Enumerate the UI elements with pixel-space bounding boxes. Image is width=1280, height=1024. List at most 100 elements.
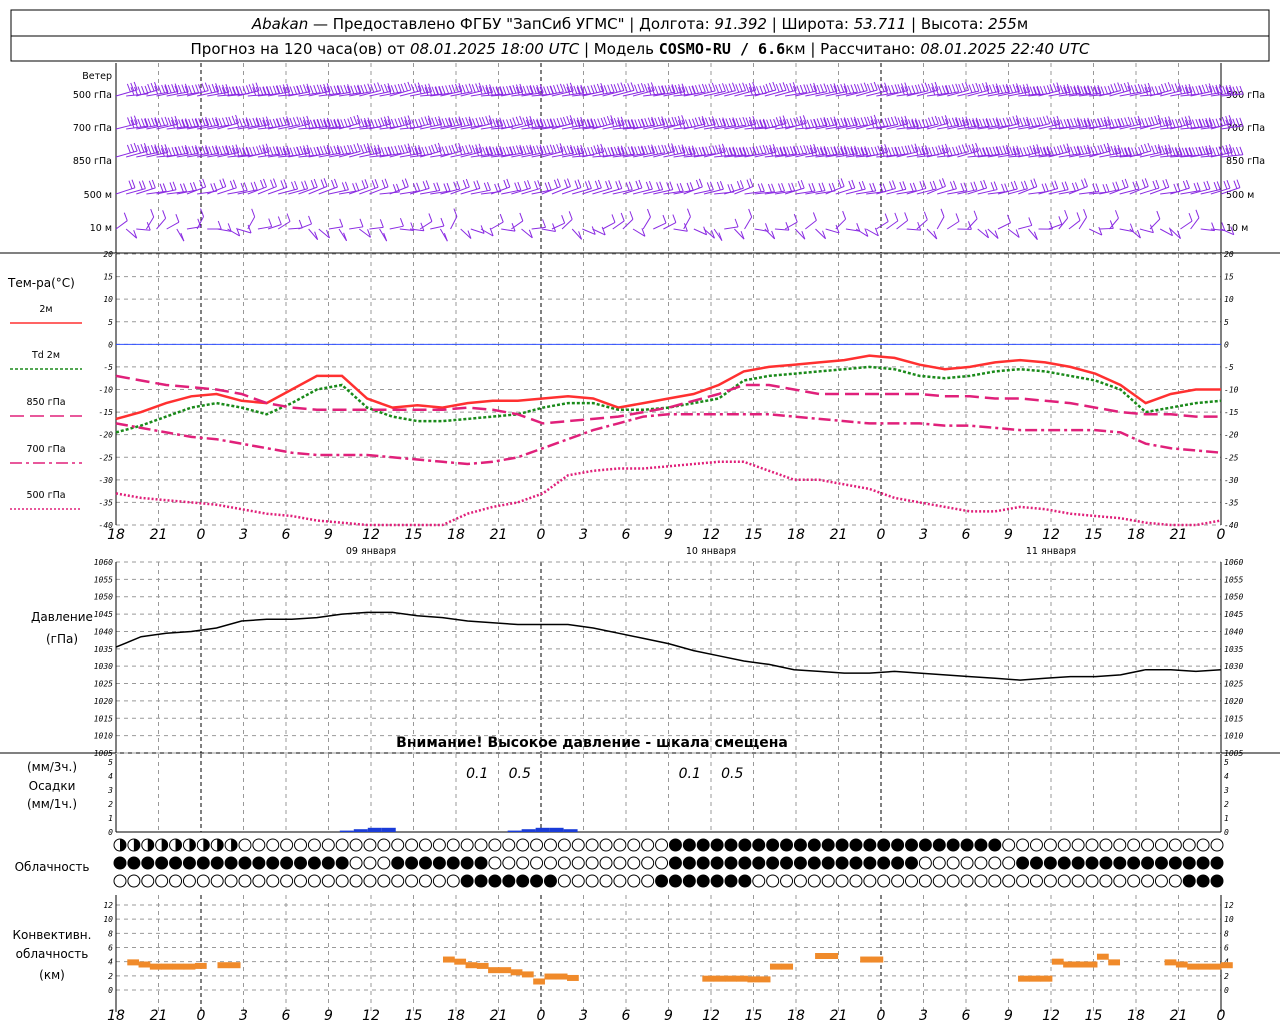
wind-barb-shaft <box>419 220 433 230</box>
wind-barb-flag <box>505 146 510 156</box>
cloud-empty-icon <box>1141 838 1155 852</box>
wind-barb-flag <box>601 226 606 236</box>
wind-barb-flag <box>701 115 706 125</box>
wind-barb-flag <box>1029 118 1034 127</box>
wind-barb-flag <box>1225 85 1230 94</box>
wind-barb-flag <box>509 146 514 155</box>
wind-barb-flag <box>506 86 510 95</box>
temp-ytick-right: -35 <box>1224 498 1239 507</box>
wind-barb-flag <box>367 119 372 129</box>
wind-barb-flag <box>1001 183 1005 193</box>
precip-bar <box>521 829 536 832</box>
cloud-empty-icon <box>530 838 544 852</box>
temp-ytick-left: -10 <box>99 386 114 395</box>
time-tick-top: 6 <box>622 527 631 543</box>
wind-barb-flag <box>742 147 747 156</box>
wind-barb-flag <box>1004 183 1009 192</box>
wind-barb-flag <box>691 85 696 94</box>
cloud-half-fill <box>217 839 224 851</box>
wind-barb-flag <box>380 147 385 156</box>
wind-barb-flag <box>270 179 274 188</box>
wind-barb-flag <box>1164 148 1169 157</box>
wind-barb-flag <box>144 118 149 128</box>
wind-barb-flag <box>392 184 397 193</box>
cloud-full-icon <box>321 856 335 870</box>
wind-barb-flag <box>371 180 376 189</box>
wind-barb-flag <box>939 179 943 188</box>
wind-barb-flag <box>306 83 311 92</box>
wind-barb-flag <box>590 119 595 128</box>
cloud-full-icon <box>835 838 849 852</box>
time-tick-bottom: 3 <box>579 1008 588 1024</box>
wind-barb-flag <box>809 83 814 92</box>
wind-barb-flag <box>1188 86 1193 96</box>
wind-barb-flag <box>869 183 874 192</box>
wind-barb-flag <box>624 146 629 156</box>
cloud-full-icon <box>307 856 321 870</box>
wind-barb-flag <box>546 118 551 128</box>
wind-barb-flag <box>495 147 500 157</box>
wind-barb-flag <box>615 181 620 190</box>
wind-barb-flag <box>637 119 642 128</box>
cloud-full-icon <box>682 874 696 888</box>
wind-barb-flag <box>323 86 328 96</box>
wind-barb-flag <box>923 211 928 220</box>
wind-barb-flag <box>536 119 540 129</box>
cloud-empty-icon <box>960 856 974 870</box>
time-tick-bottom: 6 <box>622 1008 631 1024</box>
conv-bar <box>1221 962 1233 969</box>
cloud-empty-icon <box>1113 874 1127 888</box>
wind-barb-flag <box>201 83 206 92</box>
wind-barb-flag <box>961 117 966 126</box>
wind-barb-flag <box>1144 178 1149 187</box>
wind-barb-flag <box>762 118 767 128</box>
wind-barb-flag <box>740 230 745 240</box>
wind-barb-flag <box>130 116 135 125</box>
wind-level-10m-right: 10 м <box>1226 223 1248 234</box>
wind-barb-flag <box>1012 116 1017 125</box>
wind-barb-flag <box>1222 145 1226 155</box>
wind-barb-flag <box>600 117 605 127</box>
wind-barb-flag <box>843 118 848 128</box>
wind-barb-flag <box>461 84 466 94</box>
temp-series-line-0 <box>115 354 1221 421</box>
wind-barb-flag <box>293 147 298 156</box>
wind-barb-shaft <box>734 186 754 195</box>
cloud-empty-icon <box>1029 874 1043 888</box>
wind-barb-flag <box>1052 83 1057 92</box>
wind-barb-flag <box>925 118 930 128</box>
wind-barb-flag <box>304 180 309 189</box>
wind-barb-flag <box>907 85 912 95</box>
wind-barb-shaft <box>369 226 384 230</box>
wind-barb-flag <box>644 118 649 127</box>
wind-barb-flag <box>786 146 791 156</box>
wind-barb-flag <box>431 144 435 154</box>
wind-barb-flag <box>1090 146 1095 155</box>
pres-ytick-right: 1015 <box>1224 714 1243 723</box>
wind-barb-flag <box>272 118 277 128</box>
wind-barb-flag <box>499 85 504 95</box>
wind-barb-flag <box>248 84 253 93</box>
wind-barb-flag <box>630 82 635 91</box>
wind-barb-flag <box>1178 118 1183 127</box>
wind-barb-flag <box>162 210 167 219</box>
wind-barb-flag <box>927 83 932 93</box>
wind-barb-flag <box>564 179 568 188</box>
wind-barb-flag <box>370 119 375 128</box>
wind-barb-flag <box>514 182 519 191</box>
wind-barb-flag <box>509 85 513 95</box>
wind-barb-shaft <box>227 228 240 237</box>
wind-barb-shaft <box>653 222 667 230</box>
wind-barb-flag <box>821 182 826 191</box>
wind-barb-flag <box>650 118 655 127</box>
calc-time: 08.01.2025 22:40 UTC <box>920 40 1090 58</box>
cloud-empty-icon <box>585 856 599 870</box>
wind-barb-flag <box>985 118 990 127</box>
wind-barb-flag <box>658 85 662 95</box>
wind-barb-flag <box>1006 144 1010 154</box>
wind-barb-flag <box>525 119 530 129</box>
wind-barb-shaft <box>267 224 282 230</box>
wind-barb-flag <box>1071 182 1076 192</box>
wind-barb-flag <box>1198 118 1203 128</box>
